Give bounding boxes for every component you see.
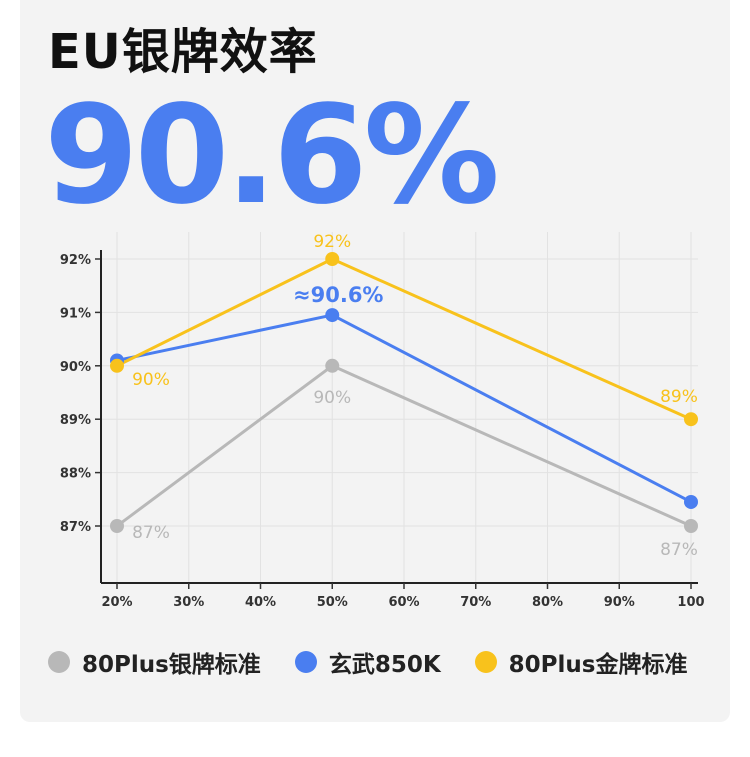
data-label-gold: 92% xyxy=(313,232,351,252)
legend-label-gold: 80Plus金牌标准 xyxy=(508,652,688,678)
legend-label-xuanwu: 玄武850K xyxy=(328,652,441,678)
data-label-silver: 87% xyxy=(660,540,698,560)
x-tick-label: 20% xyxy=(101,595,132,610)
data-point-gold xyxy=(110,358,124,373)
x-tick-label: 70% xyxy=(460,595,491,610)
y-tick-label: 87% xyxy=(60,520,91,535)
x-tick-label: 100 xyxy=(677,595,704,610)
legend-item-silver: 80Plus银牌标准 xyxy=(48,645,261,679)
legend-item-gold: 80Plus金牌标准 xyxy=(474,645,688,679)
data-point-xuanwu xyxy=(325,308,340,323)
y-tick-label: 89% xyxy=(60,413,91,428)
legend-swatch-gold xyxy=(474,651,497,673)
x-tick-label: 30% xyxy=(173,595,204,610)
data-point-gold xyxy=(325,252,340,266)
legend-label-silver: 80Plus银牌标准 xyxy=(82,652,261,678)
x-tick-label: 50% xyxy=(317,595,348,610)
y-tick-label: 88% xyxy=(60,467,91,482)
x-tick-label: 60% xyxy=(388,595,419,610)
data-point-silver xyxy=(684,519,698,533)
y-tick-label: 92% xyxy=(60,253,91,268)
headline-efficiency-value: 90.6% xyxy=(44,77,500,235)
data-point-silver xyxy=(110,519,124,533)
x-tick-label: 80% xyxy=(532,595,563,610)
data-point-xuanwu xyxy=(684,494,698,509)
data-point-gold xyxy=(684,412,698,427)
data-label-silver: 87% xyxy=(132,523,170,543)
data-label-gold: 89% xyxy=(660,387,698,407)
data-label-xuanwu: ≈90.6% xyxy=(293,283,383,307)
legend-swatch-xuanwu xyxy=(294,651,317,673)
x-tick-label: 90% xyxy=(604,595,635,610)
y-tick-label: 90% xyxy=(60,360,91,375)
chart-card xyxy=(20,0,730,722)
x-tick-label: 40% xyxy=(245,595,276,610)
data-point-silver xyxy=(325,358,340,373)
legend-item-xuanwu: 玄武850K xyxy=(294,645,441,679)
legend-swatch-silver xyxy=(48,651,70,673)
y-tick-label: 91% xyxy=(60,306,91,321)
data-label-gold: 90% xyxy=(132,370,170,390)
chart-legend: 80Plus银牌标准 玄武850K 80Plus金牌标准 xyxy=(48,644,687,680)
page-title: EU银牌效率 xyxy=(48,24,318,80)
data-label-silver: 90% xyxy=(313,388,351,408)
